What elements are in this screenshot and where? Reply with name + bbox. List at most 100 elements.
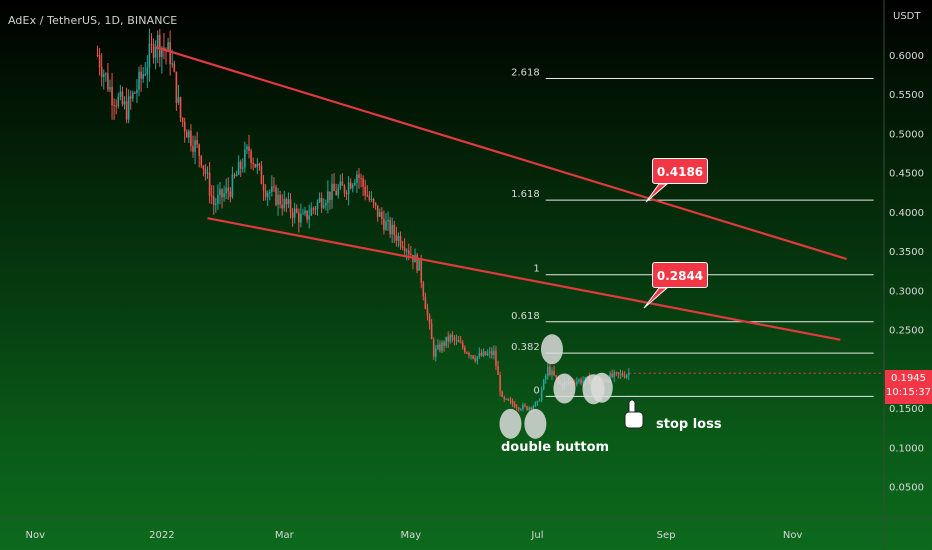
candle-body [111,87,113,106]
candle-body [387,219,389,222]
candle-body [619,373,622,375]
candle-body [202,165,205,169]
hand-pointer-icon [624,399,644,429]
time-tick-label: May [401,530,422,541]
candle-body [553,370,555,376]
candle-body [200,155,203,166]
candle-body [455,339,458,341]
callout-lower-pointer [643,287,669,309]
price-axis-unit: USDT [893,11,921,22]
candle-body [291,212,294,218]
candle-body [437,344,439,349]
candle-body [584,377,586,381]
price-tick-label: 0.1500 [889,404,924,415]
candle-body [256,163,259,168]
candle-body [314,208,317,210]
candle-body [304,210,306,214]
candle-body [524,404,526,407]
candle-body [300,213,302,223]
candle-body [491,351,493,356]
bar-countdown: 10:15:37 [886,387,931,398]
candle-body [381,211,383,219]
candle-body [528,407,530,410]
time-tick-label: Mar [275,530,295,541]
candle-body [221,189,223,198]
price-tick-label: 0.5000 [889,129,924,140]
candle-body [138,71,140,90]
candle-body [217,194,219,204]
time-tick-label: 2022 [149,530,174,541]
candle-body [578,379,580,382]
candle-body [478,353,481,357]
candle-body [418,259,420,271]
candle-body [522,404,524,410]
bottom-marker [590,372,613,403]
candle-body [289,199,292,213]
candle-body [391,224,393,235]
candle-body [530,407,533,410]
bottom-marker [524,408,547,439]
candle-body [144,74,147,76]
candle-body [580,379,582,384]
candle-body [148,43,151,68]
candle-body [542,379,545,390]
candle-body [445,336,447,346]
candle-body [121,91,124,105]
candle-body [517,407,520,410]
candle-body [171,63,174,65]
candle-body [241,167,244,169]
candle-body [613,372,616,377]
candle-body [298,212,300,223]
candle-body [154,47,157,58]
candle-body [260,165,263,184]
price-tick-label: 0.4000 [889,208,924,219]
candle-body [416,254,418,271]
candle-body [212,196,215,205]
candle-body [271,186,273,192]
candle-body [96,54,99,56]
candle-body [279,194,281,205]
candle-body [520,409,522,411]
candle-body [495,350,497,366]
candle-body [98,55,101,68]
candle-body [339,181,342,189]
candle-body [192,145,194,152]
candle-body [273,186,275,188]
candle-body [312,208,315,210]
last-price-badge: 0.1945 10:15:37 [885,370,932,404]
stop-loss-label: stop loss [656,417,722,432]
candle-body [449,334,452,342]
candle-body [424,296,427,309]
candle-body [316,202,319,210]
callout-upper-value: 0.4186 [656,165,704,179]
candle-body [227,187,230,192]
candle-body [532,406,535,410]
candle-body [453,336,456,341]
candle-body [223,193,225,198]
trendline [155,46,847,261]
candle-body [335,190,337,196]
fib-level-label: 0 [533,385,539,396]
candle-body [254,164,257,168]
candle-body [393,224,396,235]
candle-body [185,131,188,138]
fib-level-label: 1 [533,264,539,275]
candle-body [536,400,539,403]
candle-body [156,35,159,48]
candle-body [109,87,111,90]
candle-body [277,194,279,205]
candle-body [439,344,441,351]
candle-body [293,208,296,218]
candle-body [264,190,267,198]
candle-body [210,195,213,197]
candle-body [405,250,408,252]
candle-body [432,339,435,357]
candle-body [464,347,466,353]
candle-body [310,208,313,216]
candle-body [372,199,375,203]
candle-body [258,163,261,166]
candle-body [474,358,477,361]
callout-upper-target: 0.4186 [652,158,708,184]
candle-body [152,43,155,58]
